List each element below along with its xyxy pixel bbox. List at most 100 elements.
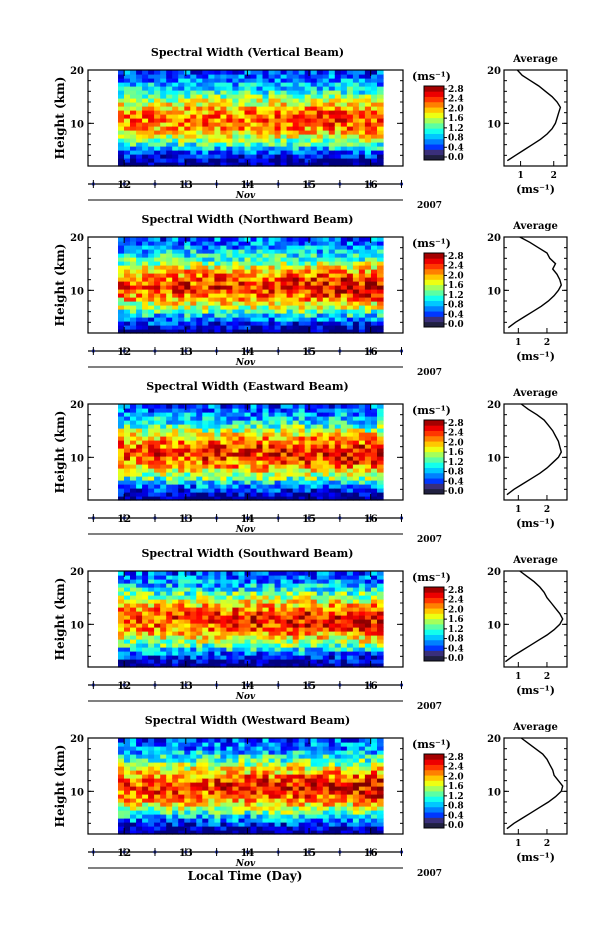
heatmap-cell	[268, 579, 276, 584]
heatmap-cell	[298, 241, 306, 246]
heatmap-cell	[292, 496, 300, 501]
heatmap-cell	[124, 623, 131, 628]
heatmap-cell	[220, 615, 227, 620]
heatmap-cell	[346, 468, 354, 473]
heatmap-cell	[178, 317, 185, 322]
heatmap-cell	[208, 134, 215, 139]
heatmap-cell	[118, 74, 125, 79]
heatmap-cell	[364, 623, 372, 628]
heatmap-cell	[178, 456, 185, 461]
heatmap-cell	[274, 325, 282, 330]
heatmap-cell	[184, 86, 191, 91]
heatmap-cell	[184, 587, 191, 592]
heatmap-cell	[256, 162, 264, 167]
heatmap-cell	[322, 575, 330, 580]
heatmap-cell	[208, 313, 215, 318]
heatmap-cell	[142, 480, 149, 485]
heatmap-cell	[136, 631, 143, 636]
heatmap-cell	[340, 480, 348, 485]
heatmap-cell	[184, 297, 191, 302]
heatmap-cell	[196, 237, 203, 242]
heatmap-cell	[220, 492, 227, 497]
heatmap-cell	[154, 281, 161, 286]
heatmap-cell	[322, 150, 330, 155]
heatmap-cell	[322, 325, 330, 330]
heatmap-cell	[214, 655, 221, 660]
heatmap-cell	[136, 110, 143, 115]
heatmap-cell	[286, 448, 294, 453]
heatmap-cell	[304, 484, 312, 489]
heatmap-cell	[352, 265, 360, 270]
heatmap-cell	[220, 94, 227, 99]
heatmap-cell	[202, 456, 209, 461]
heatmap-cell	[280, 150, 288, 155]
heatmap-cell	[274, 269, 282, 274]
heatmap-cell	[238, 444, 246, 449]
heatmap-cell	[202, 631, 209, 636]
heatmap-cell	[268, 265, 276, 270]
heatmap-cell	[304, 245, 312, 250]
heatmap-cell	[208, 460, 215, 465]
heatmap-cell	[358, 659, 366, 664]
heatmap-cell	[250, 412, 258, 417]
heatmap-cell	[178, 440, 185, 445]
heatmap-cell	[256, 74, 264, 79]
heatmap-cell	[232, 301, 239, 306]
heatmap-cell	[316, 301, 324, 306]
heatmap-cell	[346, 305, 354, 310]
heatmap-cell	[328, 154, 336, 159]
heatmap-cell	[340, 313, 348, 318]
heatmap-cell	[160, 102, 167, 107]
heatmap-cell	[142, 138, 149, 143]
heatmap-cell	[172, 448, 179, 453]
average-profile-line	[507, 236, 563, 329]
heatmap-cell	[220, 603, 227, 608]
heatmap-cell	[286, 106, 294, 111]
average-x-label: (ms⁻¹)	[516, 684, 555, 697]
colorbar-bin	[424, 467, 444, 474]
heatmap-cell	[322, 619, 330, 624]
heatmap-cell	[280, 106, 288, 111]
heatmap-cell	[214, 639, 221, 644]
heatmap-cell	[364, 257, 372, 262]
heatmap-cell	[172, 818, 179, 823]
heatmap-cell	[322, 237, 330, 242]
heatmap-cell	[220, 663, 227, 668]
heatmap-cell	[262, 659, 270, 664]
heatmap-cell	[280, 162, 288, 167]
heatmap-cell	[190, 70, 197, 75]
heatmap-cell	[328, 94, 336, 99]
heatmap-cell	[118, 655, 125, 660]
heatmap-cell	[136, 774, 143, 779]
heatmap-cell	[371, 289, 378, 294]
heatmap-cell	[364, 607, 372, 612]
heatmap-cell	[238, 273, 246, 278]
heatmap-cell	[310, 488, 318, 493]
heatmap-cell	[244, 150, 252, 155]
heatmap-cell	[371, 106, 378, 111]
heatmap-cell	[232, 448, 239, 453]
heatmap-cell	[238, 106, 246, 111]
heatmap-cell	[178, 102, 185, 107]
heatmap-cell	[148, 591, 155, 596]
heatmap-cell	[250, 154, 258, 159]
heatmap-cell	[202, 480, 209, 485]
colorbar-frame	[423, 419, 445, 495]
heatmap-cell	[148, 106, 155, 111]
heatmap-cell	[358, 416, 366, 421]
heatmap-cell	[304, 94, 312, 99]
heatmap-cell	[358, 329, 366, 334]
heatmap-cell	[340, 98, 348, 103]
heatmap-cell	[334, 579, 342, 584]
heatmap-cell	[196, 253, 203, 258]
heatmap-cell	[196, 456, 203, 461]
heatmap-cell	[377, 607, 384, 612]
heatmap-cell	[220, 579, 227, 584]
heatmap-cell	[352, 631, 360, 636]
heatmap-cell	[226, 424, 233, 429]
heatmap-cell	[322, 444, 330, 449]
heatmap-cell	[196, 102, 203, 107]
heatmap-cell	[322, 293, 330, 298]
heatmap-cell	[232, 460, 239, 465]
heatmap-cell	[220, 114, 227, 119]
